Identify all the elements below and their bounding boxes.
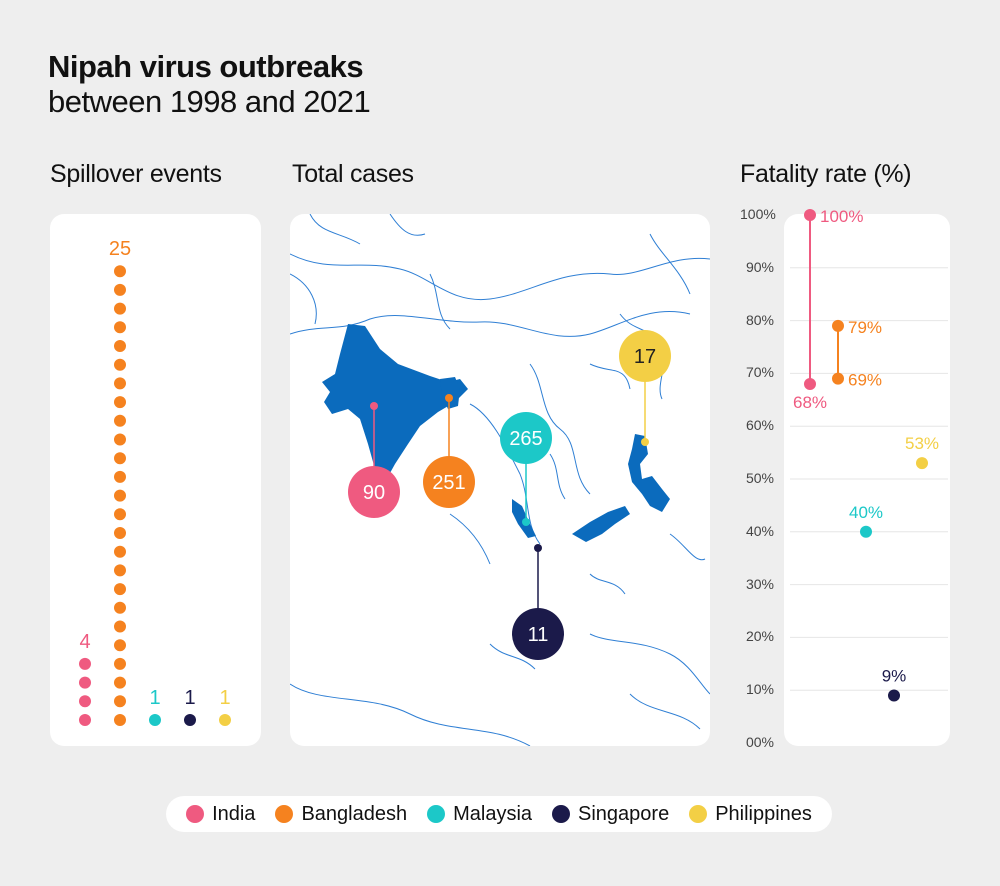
spillover-label-singapore: 1: [184, 687, 195, 709]
spillover-dot-bangladesh: [114, 527, 126, 539]
y-tick-label: 80%: [745, 311, 774, 328]
map-point-india: [370, 402, 378, 410]
y-tick-label: 90%: [745, 258, 774, 275]
spillover-dot-bangladesh: [114, 657, 126, 670]
legend-dot-icon: [689, 805, 708, 823]
title-block: Nipah virus outbreaks between 1998 and 2…: [48, 49, 371, 120]
spillover-dot-bangladesh: [114, 583, 126, 596]
y-tick-label: 40%: [745, 522, 774, 539]
spillover-dot-bangladesh: [114, 302, 126, 315]
map-point-singapore: [534, 544, 542, 552]
legend-label: Bangladesh: [301, 802, 408, 825]
spillover-dot-bangladesh: [114, 396, 126, 409]
map-bubble-singapore: [512, 608, 564, 660]
map-bubble-label-malaysia: 265: [509, 428, 542, 450]
legend-dot-icon: [427, 805, 446, 823]
map-point-bangladesh: [445, 394, 453, 402]
legend-dot-icon: [552, 805, 571, 823]
spillover-dot-india: [79, 657, 91, 670]
spillover-dot-bangladesh: [114, 470, 126, 483]
legend-label: India: [212, 802, 256, 825]
legend-item-philippines: Philippines: [689, 803, 812, 826]
fatality-panel-title: Fatality rate (%): [740, 160, 912, 188]
fatality-panel: [784, 214, 950, 746]
malaysia-peninsula-shape: [512, 499, 536, 538]
spillover-dot-bangladesh: [114, 508, 126, 521]
y-tick-label: 100%: [740, 206, 776, 222]
highlighted-countries: [322, 324, 670, 542]
legend: India Bangladesh Malaysia Singapore Phil…: [166, 796, 832, 832]
spillover-dot-bangladesh: [114, 340, 126, 352]
spillover-dot-bangladesh: [114, 564, 126, 577]
map-bubble-label-bangladesh: 251: [432, 472, 465, 494]
spillover-dot-bangladesh: [114, 601, 126, 614]
spillover-chart: 4 25 1 1 1: [79, 238, 231, 726]
map-bubble-label-singapore: 11: [528, 624, 549, 646]
spillover-label-philippines: 1: [219, 687, 230, 709]
spillover-dot-bangladesh: [114, 695, 126, 708]
spillover-label-india: 4: [79, 631, 90, 653]
map-bubble-bangladesh: [423, 456, 475, 508]
cases-map: 90 251 265 11 17: [290, 214, 710, 746]
map-bubble-philippines: [619, 330, 671, 382]
philippines-shape: [628, 434, 670, 512]
chart-title: Nipah virus outbreaks: [48, 49, 364, 84]
map-bubble-malaysia: [500, 412, 552, 464]
chart-subtitle: between 1998 and 2021: [48, 84, 371, 119]
spillover-label-bangladesh: 25: [109, 238, 131, 260]
y-tick-label: 70%: [745, 364, 774, 381]
spillover-dot-india: [79, 676, 91, 689]
spillover-dot-bangladesh: [114, 433, 126, 446]
y-tick-label: 50%: [745, 470, 774, 486]
spillover-dot-malaysia: [149, 714, 161, 726]
cases-map-panel: 90 251 265 11 17: [290, 214, 710, 746]
legend-label: Philippines: [715, 802, 812, 825]
malaysia-borneo-shape: [572, 506, 630, 542]
spillover-dot-bangladesh: [114, 414, 126, 427]
spillover-panel: 4 25 1 1 1: [50, 214, 261, 746]
spillover-dot-bangladesh: [114, 377, 126, 390]
map-bubble-label-philippines: 17: [634, 346, 656, 368]
spillover-dot-india: [79, 695, 91, 708]
legend-dot-icon: [275, 805, 294, 823]
spillover-dot-singapore: [184, 714, 196, 726]
spillover-dot-bangladesh: [114, 714, 126, 726]
bangladesh-shape: [440, 377, 460, 409]
legend-label: Malaysia: [453, 802, 533, 825]
spillover-label-malaysia: 1: [149, 687, 160, 709]
spillover-dot-bangladesh: [114, 545, 126, 558]
spillover-dot-bangladesh: [114, 283, 126, 296]
y-tick-label: 00%: [745, 734, 774, 750]
spillover-dot-bangladesh: [114, 620, 126, 633]
spillover-dot-bangladesh: [114, 489, 126, 502]
india-shape: [322, 324, 468, 482]
map-point-philippines: [641, 438, 649, 446]
legend-item-singapore: Singapore: [552, 803, 669, 826]
y-tick-label: 20%: [745, 628, 774, 645]
spillover-dot-philippines: [219, 714, 231, 726]
legend-item-india: India: [186, 803, 255, 826]
spillover-dot-bangladesh: [114, 265, 126, 278]
map-bubble-label-india: 90: [363, 482, 385, 504]
spillover-panel-title: Spillover events: [50, 160, 222, 188]
legend-label: Singapore: [578, 802, 670, 825]
map-point-malaysia: [522, 518, 530, 526]
y-tick-label: 10%: [745, 681, 774, 698]
legend-item-malaysia: Malaysia: [427, 803, 532, 826]
cases-panel-title: Total cases: [292, 160, 414, 188]
y-tick-label: 30%: [745, 575, 774, 592]
y-tick-label: 60%: [745, 417, 774, 434]
legend-dot-icon: [186, 805, 205, 823]
spillover-dot-bangladesh: [114, 358, 126, 371]
spillover-dot-bangladesh: [114, 452, 126, 465]
map-bubble-india: [348, 466, 400, 518]
spillover-dot-india: [79, 714, 91, 726]
spillover-dot-bangladesh: [114, 639, 126, 652]
spillover-dot-bangladesh: [114, 676, 126, 689]
spillover-dot-bangladesh: [114, 321, 126, 334]
legend-item-bangladesh: Bangladesh: [275, 803, 407, 826]
